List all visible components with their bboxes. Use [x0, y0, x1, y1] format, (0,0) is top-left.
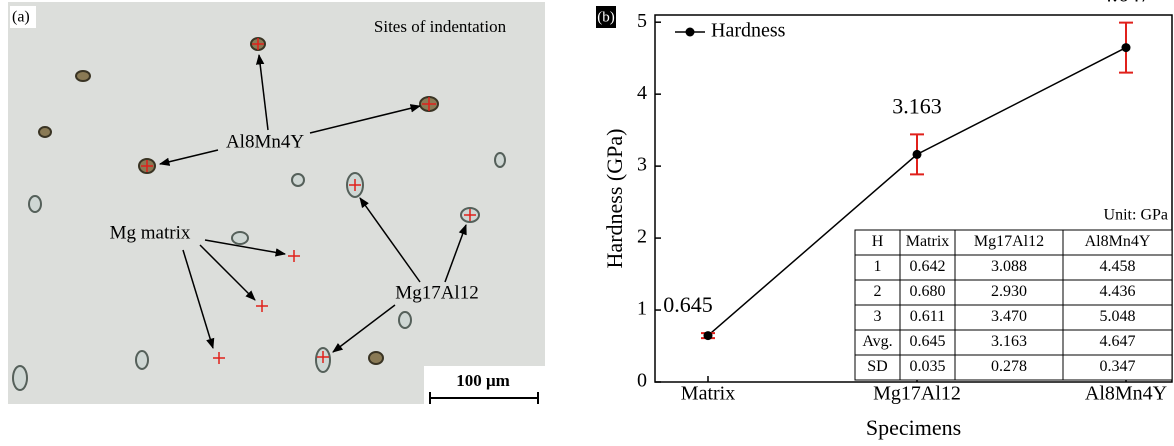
x-tick-label: Al8Mn4Y: [1085, 383, 1167, 405]
table-cell: 3.163: [991, 333, 1027, 350]
table-header: Mg17Al12: [974, 233, 1044, 250]
table-cell: 0.035: [910, 358, 946, 375]
table-cell: 0.680: [910, 283, 946, 300]
table-cell: 0.642: [910, 258, 946, 275]
table-cell: SD: [867, 358, 887, 375]
data-label: 0.645: [663, 292, 713, 317]
table-cell: 2: [874, 283, 882, 300]
y-axis-label: Hardness (GPa): [602, 129, 627, 269]
table-cell: 3.470: [991, 308, 1027, 325]
legend-marker: [686, 28, 695, 37]
panel-label: (b): [597, 9, 615, 25]
micrograph: (a) Sites of indentation Al8Mn4Y Mg matr…: [8, 2, 545, 404]
x-tick-label: Mg17Al12: [873, 383, 961, 405]
phase-label: Al8Mn4Y: [226, 131, 304, 152]
phase: [399, 312, 411, 328]
legend-label: Hardness: [711, 20, 786, 42]
table-cell: 0.611: [910, 308, 945, 325]
table-cell: 3: [874, 308, 882, 325]
table-header: H: [872, 233, 884, 250]
marker: [1122, 43, 1131, 52]
table-cell: 3.088: [991, 258, 1027, 275]
particle: [369, 352, 383, 364]
micrograph-title: Sites of indentation: [374, 17, 507, 36]
phase: [232, 232, 248, 244]
table-cell: 4.647: [1100, 333, 1136, 350]
figure: (a) Sites of indentation Al8Mn4Y Mg matr…: [0, 0, 1174, 446]
data-label: 3.163: [892, 93, 942, 118]
table-header: Al8Mn4Y: [1085, 233, 1151, 250]
marker: [913, 150, 922, 159]
phase: [29, 196, 41, 212]
table-unit: Unit: GPa: [1104, 207, 1168, 224]
table-cell: 4.458: [1100, 258, 1136, 275]
marker: [704, 331, 713, 340]
table-header: Matrix: [906, 233, 950, 250]
y-tick-label: 0: [637, 370, 647, 392]
chart: (b) 0 1 2 3 4 5 Matrix Mg17Al12 Al8Mn4Y Specimens…: [596, 0, 1172, 440]
x-axis-label: Specimens: [866, 415, 961, 440]
panel-label: (a): [12, 9, 30, 26]
micrograph-bg: [8, 2, 545, 404]
table-cell: Avg.: [862, 333, 892, 350]
phase-label: Mg17Al12: [395, 282, 478, 303]
y-tick-label: 5: [637, 10, 647, 32]
y-tick-label: 4: [637, 82, 647, 104]
particle: [39, 127, 51, 137]
y-tick-label: 2: [637, 226, 647, 248]
table-cell: 0.645: [910, 333, 946, 350]
particle: [76, 71, 90, 81]
data-label: 4.647: [1101, 0, 1151, 7]
table-cell: 0.347: [1100, 358, 1136, 375]
x-tick-label: Matrix: [681, 383, 735, 405]
y-tick-label: 3: [637, 154, 647, 176]
table-cell: 2.930: [991, 283, 1027, 300]
phase: [13, 366, 27, 390]
table-cell: 0.278: [991, 358, 1027, 375]
table-cell: 4.436: [1100, 283, 1136, 300]
table-cell: 5.048: [1100, 308, 1136, 325]
scale-label: 100 μm: [456, 371, 510, 390]
phase-label: Mg matrix: [110, 222, 191, 243]
phase: [495, 153, 505, 167]
phase: [136, 351, 148, 369]
table-cell: 1: [874, 258, 882, 275]
phase: [292, 174, 304, 186]
y-tick-label: 1: [637, 298, 647, 320]
